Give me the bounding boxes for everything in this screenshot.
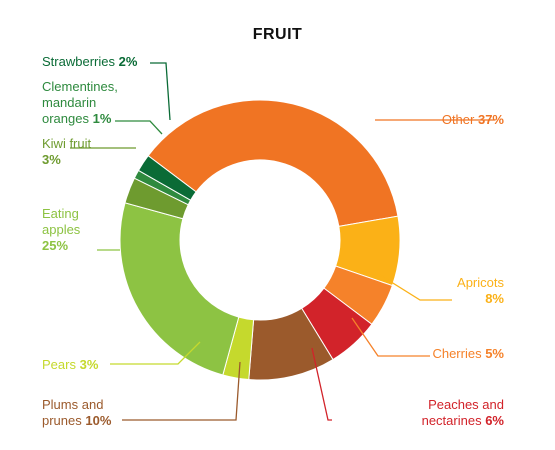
label-apricots: Apricots 8% xyxy=(457,275,504,306)
leader-peaches-and-nectarines xyxy=(311,347,332,421)
label-pears: Pears 3% xyxy=(42,357,99,372)
slice-eating-apples xyxy=(119,202,240,376)
leader-pears xyxy=(110,341,201,365)
label-cherries: Cherries 5% xyxy=(432,346,504,361)
leader-apricots xyxy=(379,274,452,301)
label-strawberries: Strawberries 2% xyxy=(42,54,138,69)
leader-strawberries xyxy=(150,62,171,121)
label-eating-apples: Eating apples 25% xyxy=(42,206,81,253)
label-peaches: Peaches and nectarines 6% xyxy=(421,397,504,428)
slice-strawberries xyxy=(137,155,197,201)
leader-plums-and-prunes xyxy=(122,361,241,421)
leader-clementines-mandarin-oranges xyxy=(115,120,163,135)
label-kiwi: Kiwi fruit 3% xyxy=(42,136,92,167)
leader-cherries xyxy=(351,317,430,357)
label-clementines: Clementines, mandarin oranges 1% xyxy=(42,79,118,126)
label-other: Other 37% xyxy=(441,112,504,127)
slice-other xyxy=(147,99,399,227)
label-plums: Plums and prunes 10% xyxy=(42,397,112,428)
chart-title: FRUIT xyxy=(252,26,303,43)
